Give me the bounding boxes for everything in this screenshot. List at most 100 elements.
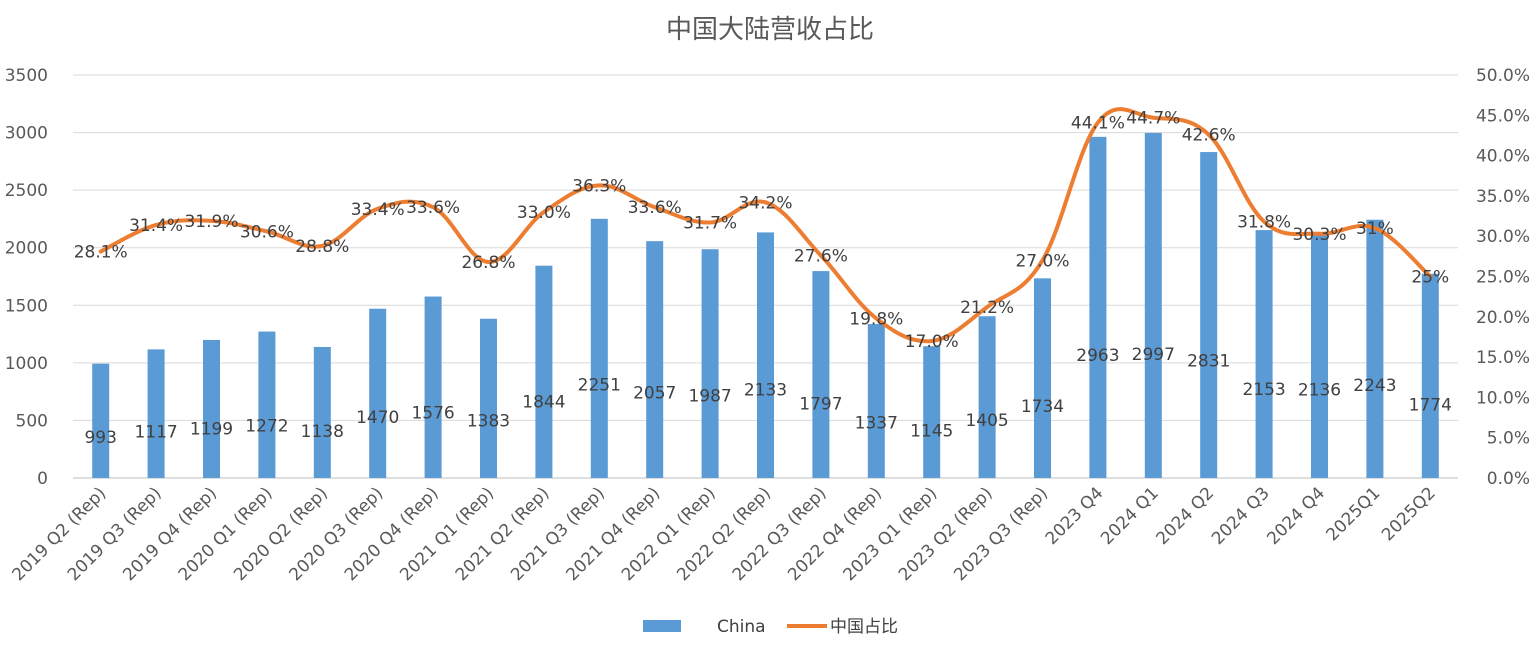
x-tick-label: 2024 Q1 — [1097, 483, 1163, 549]
legend-label-china-share: 中国占比 — [830, 617, 898, 637]
y-left-tick-label: 3000 — [5, 124, 48, 144]
bar-value-label: 1199 — [190, 419, 233, 439]
line-value-label: 33.4% — [351, 200, 405, 220]
x-tick-label: 2024 Q4 — [1263, 483, 1329, 549]
y-left-tick-label: 2500 — [5, 181, 48, 201]
y-right-tick-label: 0.0% — [1487, 469, 1530, 489]
line-value-label: 34.2% — [738, 193, 792, 213]
left-axis: 0 500 1000 1500 2000 2500 3000 3500 — [5, 66, 48, 489]
bar-value-label: 1470 — [356, 408, 399, 428]
line-value-label: 33.0% — [517, 203, 571, 223]
x-tick-label: 2021 Q3 (Rep) — [507, 483, 609, 585]
line-value-label: 31% — [1356, 219, 1394, 239]
y-left-tick-label: 3500 — [5, 66, 48, 86]
bar-china — [1421, 273, 1439, 478]
bar-china — [646, 241, 664, 478]
y-right-tick-label: 45.0% — [1476, 106, 1530, 126]
legend: China 中国占比 — [643, 617, 898, 637]
bar-value-label: 993 — [84, 428, 116, 448]
bar-value-label: 1383 — [467, 412, 510, 432]
bar-china — [369, 308, 387, 478]
bar-china — [147, 349, 165, 478]
bar-china — [203, 339, 220, 478]
y-right-tick-label: 50.0% — [1476, 66, 1530, 86]
y-right-tick-label: 40.0% — [1476, 147, 1530, 167]
line-value-label: 31.4% — [129, 216, 183, 236]
y-left-tick-label: 500 — [16, 411, 48, 431]
x-tick-label: 2021 Q1 (Rep) — [396, 483, 498, 585]
x-tick-label: 2020 Q3 (Rep) — [286, 483, 388, 585]
bar-value-label: 2136 — [1298, 380, 1341, 400]
bar-china — [978, 316, 996, 478]
line-china-share — [98, 107, 1433, 344]
x-tick-label: 2021 Q2 (Rep) — [452, 483, 554, 585]
y-right-tick-label: 20.0% — [1476, 308, 1530, 328]
bar-value-label: 2251 — [578, 376, 621, 396]
bar-value-label: 1734 — [1021, 397, 1064, 417]
bar-china — [1311, 232, 1328, 478]
bar-value-label: 1774 — [1409, 395, 1452, 415]
bar-value-label: 2963 — [1076, 346, 1119, 366]
bar-value-label: 1797 — [799, 395, 842, 415]
line-value-label: 33.6% — [406, 198, 460, 218]
bar-china — [258, 331, 276, 478]
line-value-label: 25% — [1411, 268, 1449, 288]
bar-china — [424, 296, 442, 478]
bar-value-label: 1844 — [522, 393, 565, 413]
line-value-label: 19.8% — [849, 309, 903, 329]
line-value-label: 28.8% — [295, 237, 349, 257]
bar-value-label: 2243 — [1353, 376, 1396, 396]
bar-value-label: 2133 — [744, 381, 787, 401]
bar-china — [1366, 219, 1384, 479]
bar-china — [1144, 132, 1162, 478]
y-right-tick-label: 30.0% — [1476, 227, 1530, 247]
bar-value-label: 1576 — [411, 404, 454, 424]
bar-china — [1200, 152, 1218, 478]
bar-value-label: 1145 — [910, 422, 953, 442]
x-tick-label: 2024 Q2 — [1153, 483, 1219, 549]
x-tick-label: 2020 Q4 (Rep) — [341, 483, 443, 585]
bar-china — [1255, 230, 1273, 478]
y-left-tick-label: 2000 — [5, 239, 48, 259]
x-tick-label: 2022 Q2 (Rep) — [673, 483, 775, 585]
line-value-label: 30.3% — [1292, 225, 1346, 245]
legend-swatch-china — [643, 620, 681, 632]
line-value-label: 17.0% — [905, 332, 959, 352]
right-axis: 0.0% 5.0% 10.0% 15.0% 20.0% 25.0% 30.0% 35.0% 40… — [1476, 66, 1530, 489]
bar-china — [1034, 278, 1051, 478]
chart-title: 中国大陆营收占比 — [666, 15, 874, 45]
line-labels-layer: 28.1%31.4% 31.9%30.6%28.8%33.4% 33.6%26.8%… — [74, 109, 1450, 352]
x-tick-label: 2019 Q2 (Rep) — [9, 483, 111, 585]
bar-china — [480, 318, 497, 478]
y-right-tick-label: 35.0% — [1476, 187, 1530, 207]
bar-value-label: 1337 — [855, 414, 898, 434]
x-tick-label: 2024 Q3 — [1208, 483, 1274, 549]
bar-china — [590, 218, 608, 479]
line-value-label: 21.2% — [960, 298, 1014, 318]
line-value-label: 44.1% — [1071, 114, 1125, 134]
x-tick-label: 2019 Q3 (Rep) — [64, 483, 166, 585]
line-value-label: 31.9% — [184, 212, 238, 232]
line-layer — [98, 107, 1433, 344]
x-axis: 2019 Q2 (Rep)2019 Q3 (Rep)2019 Q4 (Rep)2… — [9, 483, 1440, 585]
y-left-tick-label: 1500 — [5, 296, 48, 316]
y-right-tick-label: 5.0% — [1487, 429, 1530, 449]
bar-china — [535, 265, 553, 478]
legend-label-china: China — [717, 617, 766, 637]
x-tick-label: 2023 Q1 (Rep) — [840, 483, 942, 585]
y-right-tick-label: 25.0% — [1476, 268, 1530, 288]
bar-value-label: 2153 — [1242, 380, 1285, 400]
bar-value-label: 1272 — [245, 416, 288, 436]
bars-layer — [92, 132, 1439, 479]
bar-labels-layer: 993 1117 1199 1272 1138 1470 1576 1383 1844 2251 2… — [84, 345, 1451, 448]
line-value-label: 42.6% — [1182, 126, 1236, 146]
line-value-label: 27.6% — [794, 247, 848, 267]
y-left-tick-label: 1000 — [5, 354, 48, 374]
bar-china — [867, 324, 885, 478]
y-left-tick-label: 0 — [37, 469, 48, 489]
bar-value-label: 2057 — [633, 384, 676, 404]
x-tick-label: 2025Q1 — [1323, 483, 1385, 545]
bar-value-label: 2831 — [1187, 352, 1230, 372]
